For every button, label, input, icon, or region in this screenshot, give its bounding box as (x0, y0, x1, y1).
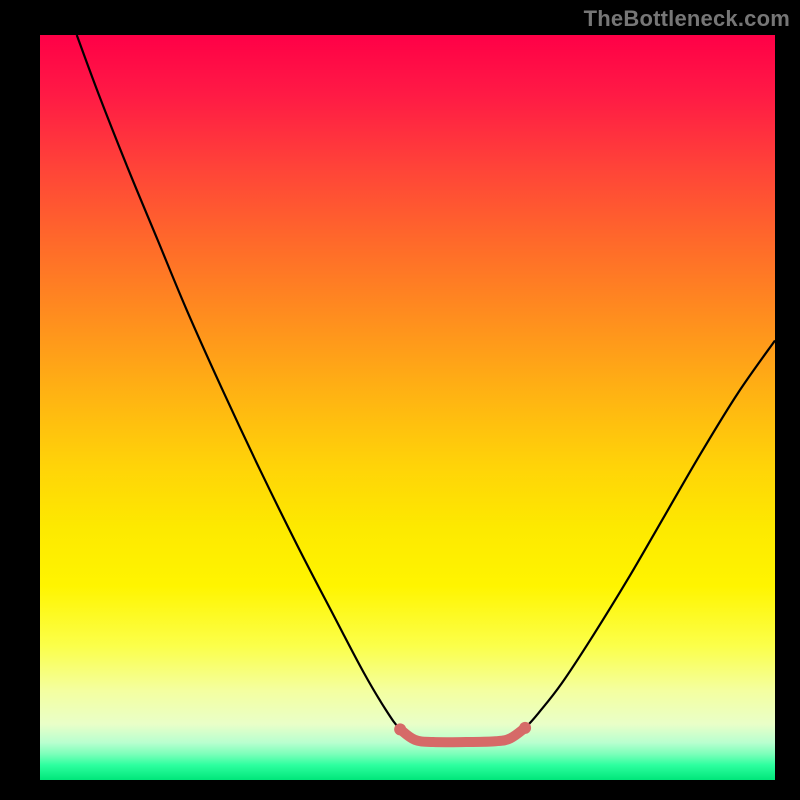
optimal-range-marker (400, 728, 525, 742)
marker-start-dot (394, 723, 406, 735)
watermark-text: TheBottleneck.com (584, 6, 790, 32)
marker-end-dot (519, 722, 531, 734)
plot-area (40, 35, 775, 780)
chart-frame: TheBottleneck.com (0, 0, 800, 800)
bottleneck-curve (77, 35, 775, 742)
bottleneck-curve-svg (40, 35, 775, 780)
